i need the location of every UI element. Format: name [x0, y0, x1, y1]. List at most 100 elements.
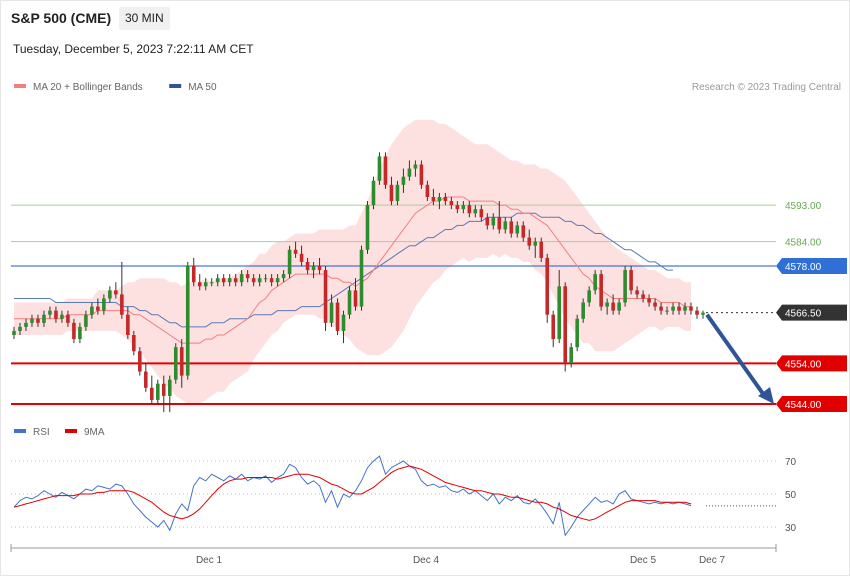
- rsi-legend-label: 9MA: [84, 427, 105, 438]
- candle-body: [96, 306, 100, 311]
- candle-body: [12, 330, 16, 335]
- candle-body: [455, 205, 460, 210]
- price-tag: 4566.50: [776, 304, 847, 321]
- candle-body: [78, 326, 82, 340]
- candle-body: [305, 261, 310, 271]
- candle-body: [515, 225, 520, 234]
- candle-body: [629, 270, 633, 291]
- price-tag-label: 4554.00: [785, 359, 822, 370]
- price-tag-label: 4544.00: [785, 400, 822, 411]
- candle-body: [623, 270, 627, 303]
- candle-body: [695, 310, 699, 315]
- candle-body: [144, 371, 148, 388]
- candle-body: [527, 237, 532, 246]
- rsi-axis-label: 70: [785, 457, 797, 468]
- candle-body: [341, 314, 346, 331]
- candle-body: [449, 201, 454, 206]
- candle-body: [689, 306, 693, 311]
- candle-body: [108, 290, 112, 299]
- candle-body: [239, 274, 244, 283]
- x-axis-label: Dec 1: [196, 555, 223, 566]
- rsi-legend-swatch: [65, 429, 77, 433]
- candle-body: [233, 278, 238, 283]
- candle-body: [641, 294, 645, 299]
- x-axis-label: Dec 4: [413, 555, 440, 566]
- candle-body: [677, 306, 681, 311]
- price-tag-bg: [776, 258, 847, 274]
- candle-body: [551, 314, 556, 340]
- candle-body: [467, 205, 472, 214]
- candle-body: [557, 286, 562, 340]
- candle-body: [227, 278, 232, 283]
- candle-body: [287, 249, 292, 275]
- legend-swatch: [169, 84, 182, 88]
- candle-body: [173, 347, 178, 380]
- candle-body: [197, 282, 202, 287]
- candle-body: [461, 205, 466, 210]
- candle-body: [377, 156, 382, 181]
- rsi-ma-line: [13, 465, 692, 521]
- candle-body: [150, 387, 154, 400]
- candle-body: [605, 302, 609, 307]
- candle-body: [359, 249, 364, 307]
- price-tag-label: 4593.00: [785, 201, 822, 212]
- candle-body: [60, 314, 64, 319]
- credit-text: Research © 2023 Trading Central: [692, 82, 841, 93]
- candle-body: [617, 302, 621, 311]
- candle-body: [635, 290, 639, 295]
- candle-body: [485, 217, 490, 226]
- candle-body: [521, 225, 526, 238]
- candle-body: [251, 278, 256, 283]
- candle-body: [42, 314, 46, 323]
- candle-body: [317, 266, 322, 271]
- candle-body: [389, 184, 394, 202]
- x-axis-label: Dec 5: [630, 555, 657, 566]
- projection-arrow: [705, 313, 768, 400]
- candle-body: [281, 274, 286, 279]
- legend-label: MA 20 + Bollinger Bands: [33, 82, 143, 93]
- candle-body: [114, 290, 118, 295]
- ma20-line: [14, 196, 691, 344]
- price-tag-label: 4578.00: [785, 262, 822, 273]
- candle-body: [293, 249, 298, 254]
- candle-body: [569, 347, 573, 364]
- ma50-line: [14, 212, 673, 328]
- candle-body: [215, 278, 220, 283]
- candle-body: [269, 278, 274, 283]
- candle-body: [203, 282, 208, 287]
- candle-body: [185, 266, 190, 376]
- candle-body: [155, 383, 160, 400]
- price-tag-label: 4566.50: [785, 309, 822, 320]
- candle-body: [599, 274, 603, 307]
- candle-body: [24, 322, 28, 327]
- candle-body: [611, 302, 615, 311]
- candle-body: [48, 310, 52, 315]
- candle-body: [671, 306, 675, 311]
- candle-body: [665, 310, 669, 312]
- timeframe-badge[interactable]: 30 MIN: [119, 7, 170, 30]
- price-tag-bg: [776, 355, 847, 372]
- price-tag-bg: [776, 304, 847, 321]
- candle-body: [126, 314, 130, 335]
- candle-body: [365, 205, 370, 250]
- candle-body: [407, 168, 412, 177]
- candle-body: [413, 164, 418, 169]
- candle-body: [371, 180, 376, 206]
- report-datetime: Tuesday, December 5, 2023 7:22:11 AM CET: [13, 42, 254, 56]
- candle-body: [66, 314, 70, 323]
- candle-body: [593, 274, 597, 291]
- candle-body: [257, 278, 262, 283]
- candle-body: [323, 270, 328, 323]
- rsi-axis-label: 30: [785, 523, 797, 534]
- candle-body: [473, 209, 478, 214]
- candle-body: [161, 383, 166, 396]
- candle-body: [419, 164, 424, 185]
- candle-body: [581, 302, 585, 319]
- bollinger-band: [14, 119, 691, 405]
- candle-body: [138, 351, 142, 372]
- price-tag: 4593.00: [785, 201, 822, 212]
- candle-body: [647, 298, 651, 303]
- candle-body: [191, 266, 196, 283]
- candle-body: [503, 221, 508, 230]
